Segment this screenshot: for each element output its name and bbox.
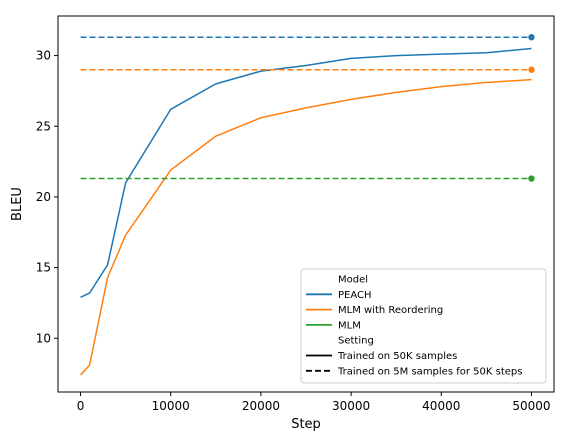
x-axis-label: Step	[291, 417, 321, 432]
y-tick-label: 15	[36, 261, 51, 275]
end-point-marker-1	[528, 34, 535, 41]
x-tick-label: 50000	[512, 399, 550, 413]
y-tick-label: 10	[36, 331, 51, 345]
x-tick-label: 40000	[422, 399, 460, 413]
y-tick-label: 30	[36, 49, 51, 63]
legend-label-trained-on-50k-samples: Trained on 50K samples	[337, 351, 457, 362]
x-tick-label: 0	[77, 399, 85, 413]
x-tick-label: 30000	[332, 399, 370, 413]
legend-label-setting: Setting	[338, 336, 374, 347]
legend-label-mlm-with-reordering: MLM with Reordering	[338, 305, 443, 316]
series-line-mlm-with-reordering-50k-samples	[79, 78, 532, 376]
legend-label-mlm: MLM	[338, 320, 361, 331]
end-point-marker-3	[528, 175, 535, 182]
legend: Model PEACH MLM with Reordering MLM Setting T…	[300, 268, 547, 384]
axes-frame	[57, 15, 555, 393]
x-axis-ticks: 0 10000 20000 30000 40000 50000	[77, 392, 551, 413]
legend-label-peach: PEACH	[338, 290, 372, 301]
end-point-marker-2	[528, 66, 535, 73]
x-tick-label: 10000	[152, 399, 190, 413]
series-line-peach-50k-samples	[80, 47, 532, 298]
x-tick-label: 20000	[242, 399, 280, 413]
legend-label-trained-on-5m-samples-for-50k-steps: Trained on 5M samples for 50K steps	[337, 366, 522, 377]
legend-label-model: Model	[338, 275, 368, 286]
legend-box	[300, 268, 547, 384]
y-tick-label: 20	[36, 190, 51, 204]
y-tick-label: 25	[36, 119, 51, 133]
y-axis-ticks: 10 15 20 25 30	[36, 49, 58, 345]
y-axis-label: BLEU	[10, 187, 25, 221]
plot-area	[79, 34, 535, 376]
